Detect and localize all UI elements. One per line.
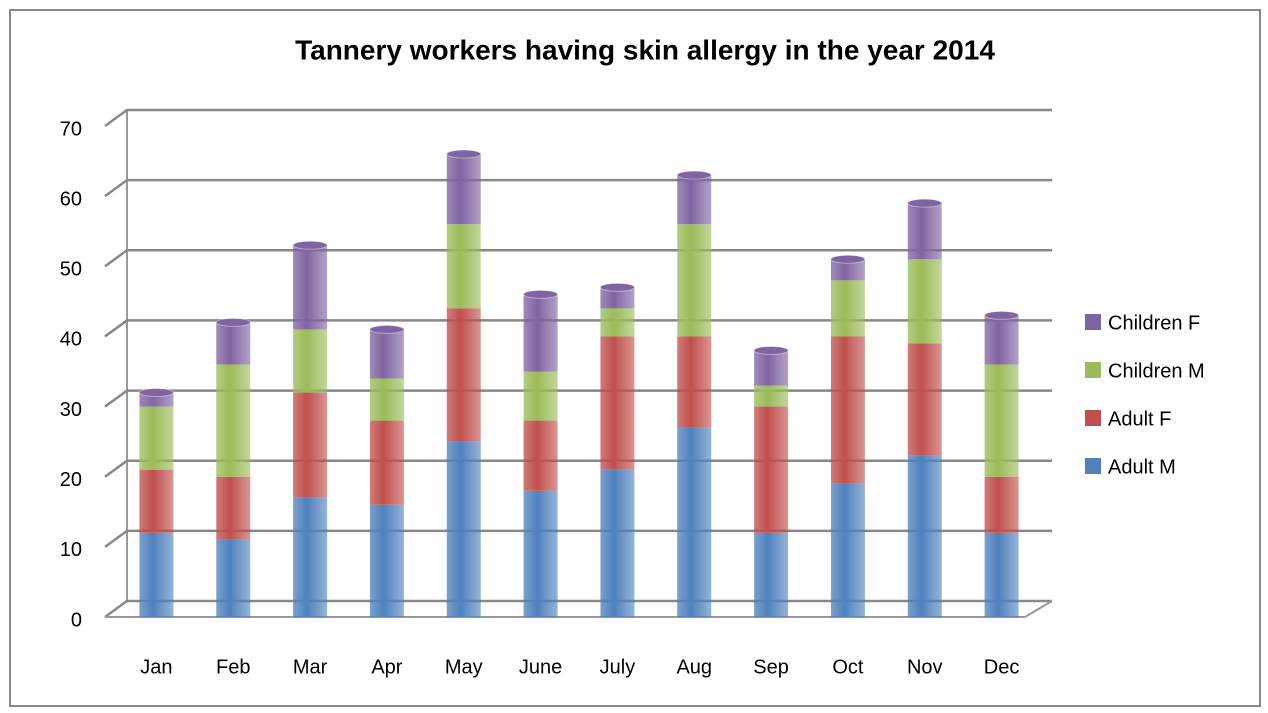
grid-line: [104, 178, 1052, 198]
y-tick-label: 70: [60, 118, 82, 140]
legend-label: Adult M: [1108, 456, 1176, 478]
bar-top: [446, 149, 482, 159]
y-tick-label: 10: [60, 539, 82, 561]
bar-top: [984, 310, 1020, 320]
y-tick-label: 0: [71, 609, 82, 631]
x-tick-label: Nov: [907, 656, 943, 678]
bar-segment: [754, 385, 789, 407]
bar-segment: [216, 364, 251, 477]
bar-segment: [907, 455, 942, 617]
bar-segment: [600, 308, 635, 337]
bar-segment: [216, 476, 251, 540]
bar-segment: [139, 532, 174, 617]
legend-swatch: [1085, 314, 1101, 330]
bar-segment: [446, 308, 481, 442]
bar-segment: [446, 154, 481, 225]
bar-segment: [984, 532, 1019, 617]
bar-top: [599, 282, 635, 292]
bar-segment: [523, 294, 558, 372]
bar-segment: [677, 175, 712, 225]
x-tick-label: Aug: [676, 656, 712, 678]
bar-segment: [369, 420, 404, 505]
grid-line: [104, 319, 1052, 338]
bar-segment: [830, 259, 865, 281]
bar-segment: [139, 406, 174, 470]
bar-segment: [369, 329, 404, 379]
x-tick-label: May: [445, 656, 483, 678]
grid-line: [104, 249, 1052, 268]
x-tick-label: Dec: [984, 656, 1020, 678]
bar-segment: [600, 469, 635, 617]
bar-segment: [446, 224, 481, 309]
bar-segment: [677, 427, 712, 617]
bar-segment: [830, 483, 865, 617]
bar-segment: [139, 392, 174, 407]
legend-label: Adult F: [1108, 408, 1171, 430]
grid-line: [104, 459, 1052, 478]
bar-segment: [830, 280, 865, 337]
bar-segment: [984, 476, 1019, 533]
legend-label: Children M: [1108, 360, 1205, 382]
legend-swatch: [1085, 458, 1101, 474]
legend-swatch: [1085, 362, 1101, 378]
bar-segment: [907, 343, 942, 456]
x-tick-label: Mar: [293, 656, 328, 678]
bar-segment: [369, 504, 404, 617]
bar-segment: [293, 329, 328, 393]
bar-top: [830, 254, 866, 264]
y-tick-label: 50: [60, 259, 82, 281]
bar-segment: [754, 532, 789, 617]
y-tick-label: 30: [60, 399, 82, 421]
grid-line: [104, 599, 1052, 619]
bar-segment: [293, 245, 328, 330]
bar-segment: [139, 469, 174, 533]
bar-segment: [830, 336, 865, 484]
bar-top: [523, 289, 559, 299]
bar-segment: [446, 441, 481, 617]
bar-segment: [523, 420, 558, 491]
bar-segment: [677, 336, 712, 428]
bar-segment: [216, 322, 251, 365]
bar-segment: [600, 287, 635, 309]
bar-segment: [600, 336, 635, 470]
bar-top: [292, 240, 328, 250]
bar-segment: [523, 490, 558, 617]
y-tick-label: 40: [60, 329, 82, 351]
bar-top: [907, 198, 943, 208]
bar-segment: [677, 224, 712, 337]
grid-line: [104, 108, 1052, 128]
chart-title: Tannery workers having skin allergy in t…: [295, 34, 995, 65]
bar-segment: [907, 203, 942, 260]
bar-segment: [216, 539, 251, 617]
bar-top: [215, 317, 251, 327]
bar-segment: [369, 378, 404, 421]
bar-segment: [907, 259, 942, 344]
x-tick-label: July: [600, 656, 636, 678]
legend-swatch: [1085, 410, 1101, 426]
grid-line: [104, 389, 1052, 408]
x-tick-label: Jan: [140, 656, 172, 678]
floor-edge: [1024, 600, 1053, 618]
grid-line: [104, 529, 1052, 548]
y-tick-label: 60: [60, 188, 82, 210]
bar-segment: [293, 497, 328, 617]
x-tick-label: Oct: [832, 656, 864, 678]
legend-label: Children F: [1108, 312, 1200, 334]
bar-top: [676, 170, 712, 180]
bar-segment: [523, 371, 558, 421]
bar-segment: [293, 392, 328, 498]
x-tick-label: Apr: [371, 656, 402, 678]
bar-segment: [754, 350, 789, 386]
x-tick-label: Feb: [216, 656, 250, 678]
bar-segment: [984, 315, 1019, 365]
bar-top: [138, 388, 174, 398]
bar-segment: [984, 364, 1019, 477]
bar-top: [369, 324, 405, 334]
bar-top: [753, 345, 789, 355]
x-tick-label: June: [519, 656, 562, 678]
y-tick-label: 20: [60, 469, 82, 491]
bar-segment: [754, 406, 789, 533]
x-tick-label: Sep: [753, 656, 789, 678]
